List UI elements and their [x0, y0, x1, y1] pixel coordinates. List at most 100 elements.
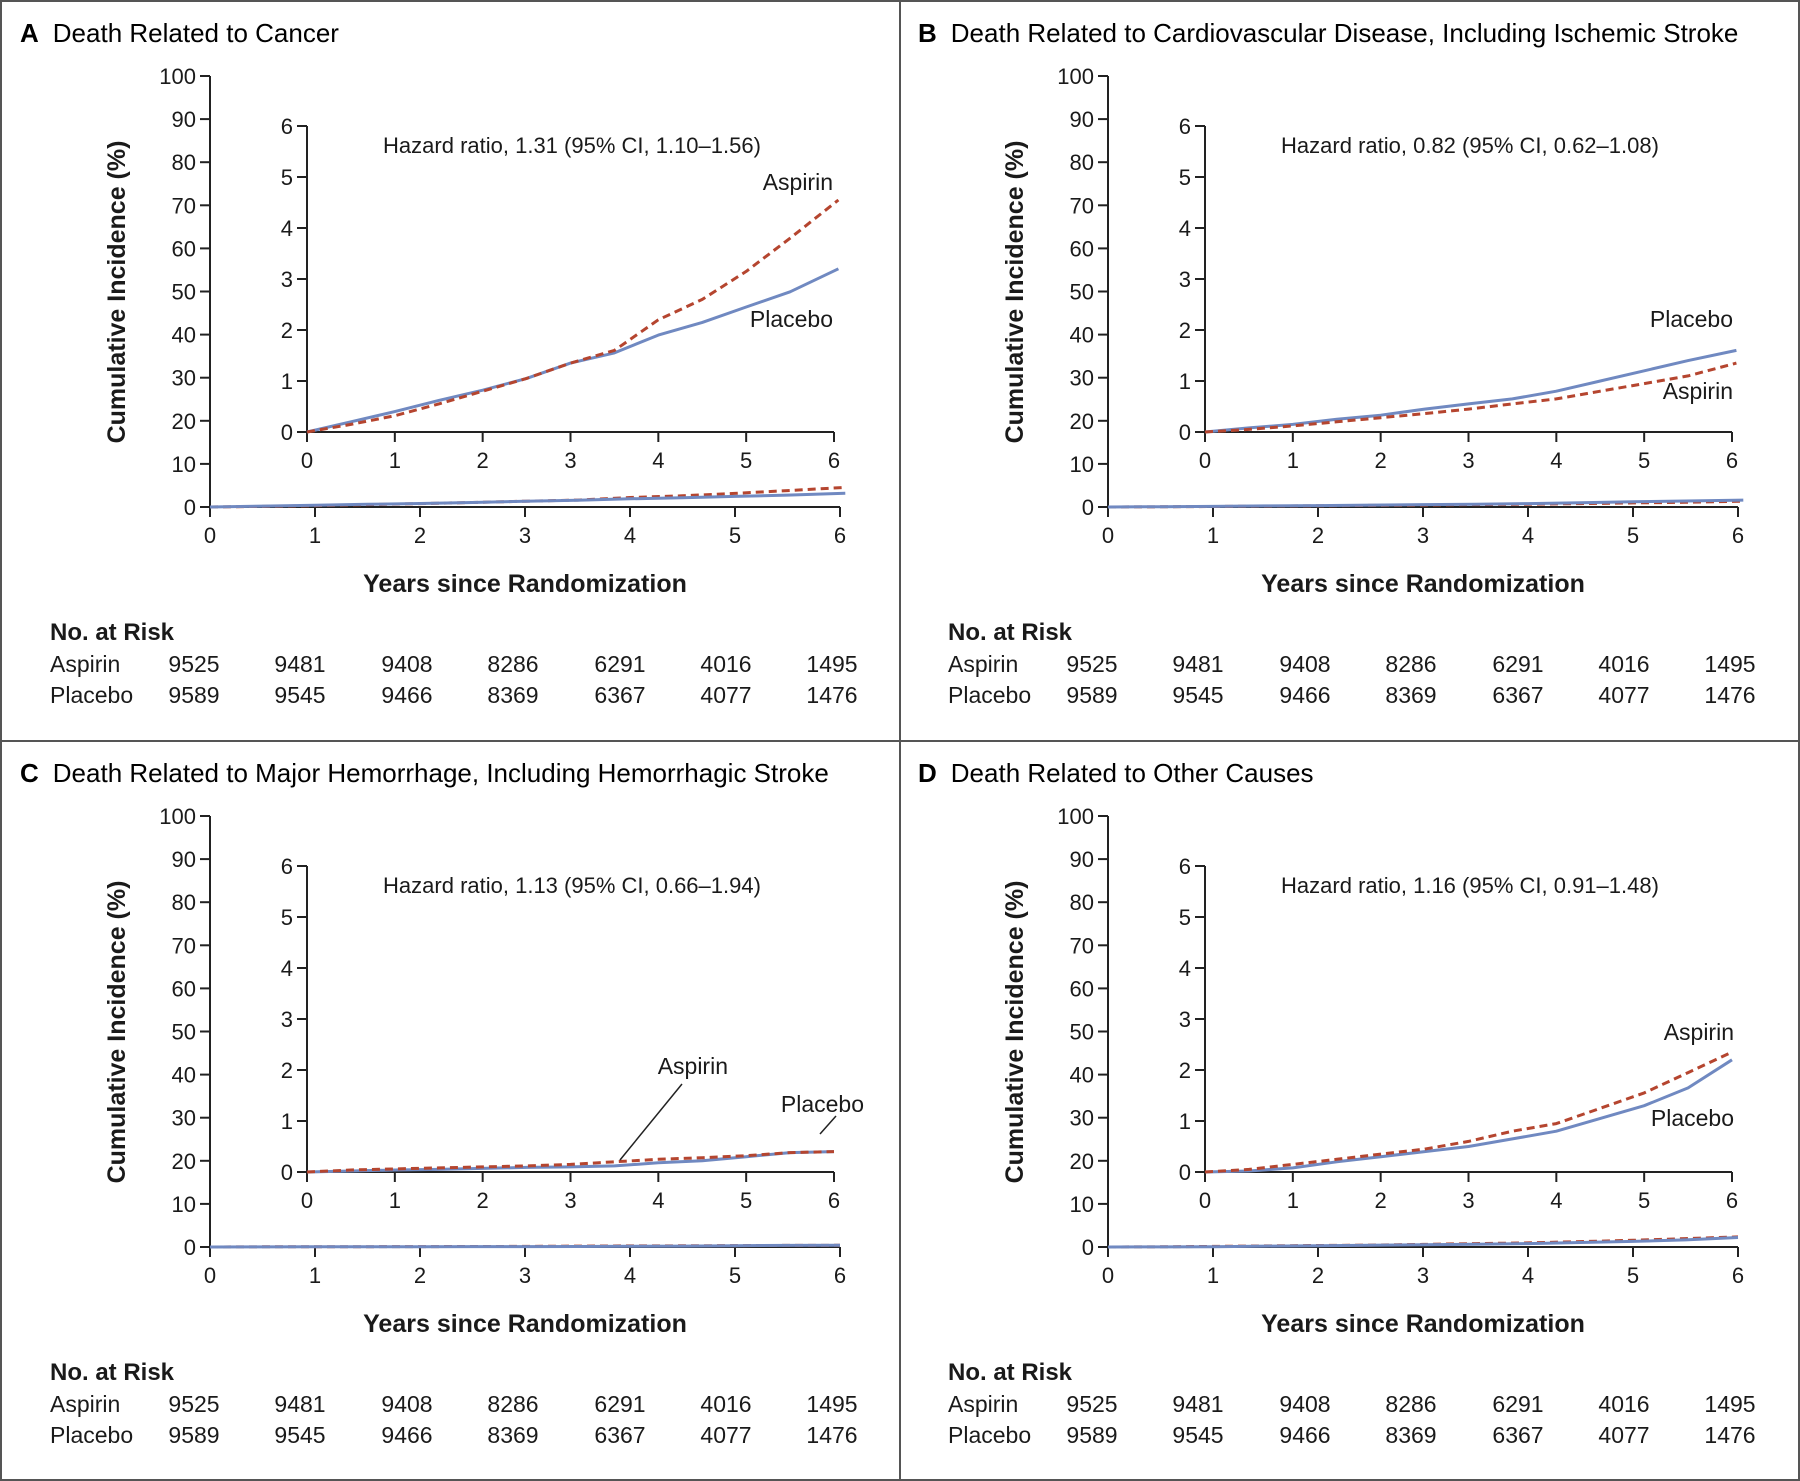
risk-value: 9466	[381, 682, 432, 708]
panel-title: D Death Related to Other Causes	[918, 758, 1314, 788]
inset-y-tick-label: 2	[281, 318, 293, 343]
main-y-tick-label: 80	[172, 150, 196, 175]
main-y-tick-label: 10	[172, 452, 196, 477]
risk-value: 6291	[1492, 1391, 1543, 1417]
inset-x-tick-label: 5	[1638, 1188, 1650, 1213]
main-y-tick-label: 60	[172, 976, 196, 1001]
main-x-tick-label: 4	[1522, 1263, 1534, 1288]
main-y-tick-label: 100	[1057, 804, 1094, 829]
risk-value: 6291	[594, 1391, 645, 1417]
risk-value: 1495	[806, 651, 857, 677]
inset-y-tick-label: 5	[281, 905, 293, 930]
aspirin-leader-line	[619, 1083, 683, 1161]
panel-title: B Death Related to Cardiovascular Disease…	[918, 18, 1738, 48]
panel-title-text: Death Related to Cardiovascular Disease,…	[951, 18, 1739, 48]
risk-value: 6291	[594, 651, 645, 677]
main-y-tick-label: 40	[172, 323, 196, 348]
panel-title: C Death Related to Major Hemorrhage, Incl…	[20, 758, 829, 788]
inset-y-tick-label: 6	[281, 854, 293, 879]
risk-value: 9408	[1279, 651, 1330, 677]
main-y-tick-label: 80	[1070, 890, 1094, 915]
inset-y-tick-label: 2	[1179, 1058, 1191, 1083]
main-x-tick-label: 1	[309, 1263, 321, 1288]
main-y-tick-label: 0	[1082, 1235, 1094, 1260]
inset-series-placebo	[306, 1150, 835, 1174]
inset-y-tick-label: 0	[281, 420, 293, 445]
risk-value: 9545	[1172, 682, 1223, 708]
main-y-tick-label: 80	[1070, 150, 1094, 175]
main-x-tick-label: 0	[204, 523, 216, 548]
main-y-tick-label: 40	[172, 1063, 196, 1088]
inset-series-aspirin	[1204, 1050, 1733, 1174]
panel-title-text: Death Related to Major Hemorrhage, Inclu…	[53, 758, 829, 788]
inset-x-tick-label: 3	[564, 1188, 576, 1213]
main-y-tick-label: 70	[1070, 933, 1094, 958]
risk-value: 9525	[168, 1391, 219, 1417]
inset-y-tick-label: 3	[281, 267, 293, 292]
inset-y-tick-label: 1	[281, 369, 293, 394]
risk-value: 8369	[1385, 682, 1436, 708]
inset-x-tick-label: 5	[740, 448, 752, 473]
x-axis-title: Years since Randomization	[1261, 1310, 1585, 1338]
inset-x-tick-label: 3	[564, 448, 576, 473]
main-x-tick-label: 3	[1417, 523, 1429, 548]
inset-y-tick-label: 4	[1179, 956, 1191, 981]
main-series-placebo	[209, 1243, 841, 1249]
inset-x-tick-label: 6	[1726, 448, 1738, 473]
panel-c: C Death Related to Major Hemorrhage, Incl…	[20, 758, 864, 1448]
series-label-placebo: Placebo	[1651, 1105, 1734, 1131]
main-x-tick-label: 6	[834, 523, 846, 548]
inset-y-tick-label: 6	[1179, 114, 1191, 139]
main-y-tick-label: 30	[1070, 1106, 1094, 1131]
inset-y-tick-label: 0	[1179, 420, 1191, 445]
main-y-tick-label: 70	[172, 193, 196, 218]
panel-d: D Death Related to Other Causes0102030405…	[918, 758, 1756, 1448]
y-axis-title: Cumulative Incidence (%)	[1001, 881, 1029, 1184]
risk-value: 9466	[1279, 682, 1330, 708]
hazard-ratio-annotation: Hazard ratio, 0.82 (95% CI, 0.62–1.08)	[1281, 133, 1659, 158]
inset-y-tick-label: 6	[1179, 854, 1191, 879]
panel-title-text: Death Related to Other Causes	[951, 758, 1314, 788]
placebo-leader-line	[819, 1115, 837, 1135]
main-y-tick-label: 90	[172, 107, 196, 132]
inset-x-tick-label: 4	[1550, 1188, 1562, 1213]
main-y-tick-label: 10	[172, 1192, 196, 1217]
inset-y-tick-label: 3	[1179, 1007, 1191, 1032]
series-label-placebo: Placebo	[750, 306, 833, 332]
risk-value: 9525	[1066, 1391, 1117, 1417]
series-label-aspirin: Aspirin	[1664, 1019, 1734, 1045]
main-y-tick-label: 90	[1070, 107, 1094, 132]
main-y-tick-label: 20	[1070, 1149, 1094, 1174]
risk-value: 6367	[594, 1422, 645, 1448]
hazard-ratio-annotation: Hazard ratio, 1.13 (95% CI, 0.66–1.94)	[383, 873, 761, 898]
y-axis-title: Cumulative Incidence (%)	[103, 881, 131, 1184]
main-y-tick-label: 30	[172, 366, 196, 391]
risk-value: 9589	[168, 682, 219, 708]
main-x-tick-label: 3	[1417, 1263, 1429, 1288]
risk-value: 4077	[700, 1422, 751, 1448]
risk-value: 9408	[381, 1391, 432, 1417]
series-label-placebo: Placebo	[781, 1091, 864, 1117]
risk-value: 1495	[806, 1391, 857, 1417]
risk-value: 4016	[700, 1391, 751, 1417]
panel-letter: B	[918, 18, 937, 48]
risk-value: 9589	[1066, 1422, 1117, 1448]
main-x-tick-label: 3	[519, 1263, 531, 1288]
inset-x-tick-label: 4	[1550, 448, 1562, 473]
main-x-tick-label: 0	[204, 1263, 216, 1288]
hazard-ratio-annotation: Hazard ratio, 1.16 (95% CI, 0.91–1.48)	[1281, 873, 1659, 898]
risk-value: 8369	[487, 682, 538, 708]
risk-value: 6367	[1492, 1422, 1543, 1448]
series-label-aspirin: Aspirin	[658, 1053, 728, 1079]
inset-y-tick-label: 1	[281, 1109, 293, 1134]
inset-y-tick-label: 5	[1179, 905, 1191, 930]
inset-y-tick-label: 2	[281, 1058, 293, 1083]
inset-series-aspirin	[306, 198, 840, 434]
inset-x-tick-label: 1	[389, 448, 401, 473]
risk-value: 1476	[1704, 682, 1755, 708]
inset-x-tick-label: 2	[1375, 1188, 1387, 1213]
inset-x-tick-label: 4	[652, 448, 664, 473]
risk-value: 8286	[1385, 1391, 1436, 1417]
